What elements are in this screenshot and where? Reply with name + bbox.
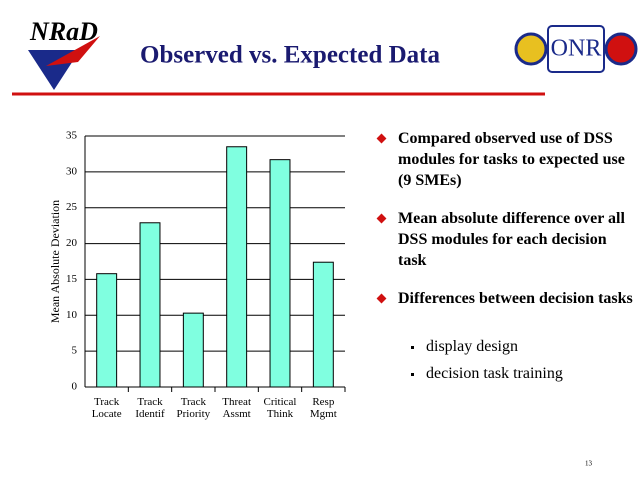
- y-tick-label: 15: [66, 273, 78, 285]
- bullet-text: Compared observed use of DSS modules for…: [398, 130, 625, 189]
- logo-shape: [46, 36, 100, 66]
- x-tick-label: Track Locate: [91, 396, 122, 420]
- sub-bullet-text: display design: [426, 338, 518, 355]
- bullet-text: Mean absolute difference over all DSS mo…: [398, 210, 625, 269]
- x-tick-label: Critical Think: [263, 396, 297, 420]
- sub-bullet-text: decision task training: [426, 365, 563, 382]
- bar: [312, 261, 334, 388]
- logo-text: ONR: [551, 36, 602, 62]
- y-tick-label: 0: [72, 381, 78, 393]
- slide-title: Observed vs. Expected Data: [140, 42, 440, 69]
- sub-bullet-marker: [411, 373, 414, 376]
- logo-box: [547, 25, 605, 73]
- logo-text: NRaD: [29, 17, 98, 46]
- y-axis-label: Mean Absolute Deviation: [48, 200, 62, 323]
- bullet-text: Differences between decision tasks: [398, 290, 633, 307]
- y-tick-label: 25: [66, 201, 78, 213]
- x-tick-label: Threat Assmt: [222, 396, 251, 420]
- y-tick-label: 35: [66, 130, 78, 142]
- bar: [226, 146, 248, 388]
- seal: [604, 32, 638, 66]
- x-tick-label: Track Identif: [135, 396, 165, 420]
- bar: [182, 312, 204, 388]
- bar: [269, 159, 291, 388]
- sub-bullet-marker: [411, 346, 414, 349]
- y-tick-label: 20: [66, 237, 78, 249]
- bar: [96, 273, 118, 388]
- x-tick-label: Track Priority: [176, 396, 211, 420]
- y-tick-label: 5: [72, 345, 78, 357]
- seal: [514, 32, 548, 66]
- y-tick-label: 30: [66, 165, 78, 177]
- y-tick-label: 10: [66, 309, 78, 321]
- page-number: 13: [585, 460, 593, 468]
- x-tick-label: Resp Mgmt: [309, 396, 337, 420]
- bar: [139, 222, 161, 388]
